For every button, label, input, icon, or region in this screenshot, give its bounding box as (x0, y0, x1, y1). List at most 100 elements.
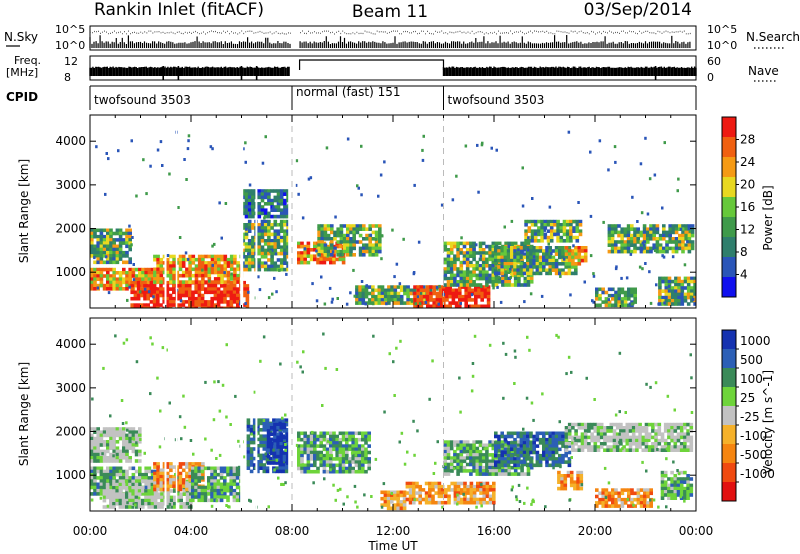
heatmap-cell (617, 293, 621, 298)
heatmap-speck (496, 285, 499, 289)
heatmap-cell (90, 459, 94, 463)
heatmap-cell (574, 252, 578, 256)
heatmap-cell (121, 505, 126, 509)
heatmap-cell (204, 306, 208, 308)
heatmap-cell (567, 463, 572, 468)
heatmap-speck (379, 173, 383, 177)
heatmap-cell (252, 440, 257, 445)
heatmap-cell (649, 224, 653, 228)
heatmap-cell (351, 431, 355, 436)
heatmap-speck (497, 275, 501, 279)
heatmap-cell (598, 287, 602, 292)
heatmap-cell (341, 431, 346, 436)
heatmap-cell (526, 431, 530, 436)
heatmap-cell (131, 472, 136, 477)
heatmap-cell (191, 293, 195, 298)
heatmap-cell (680, 279, 685, 284)
heatmap-cell (390, 506, 394, 511)
heatmap-cell (93, 488, 97, 493)
heatmap-cell (497, 267, 502, 271)
heatmap-cell (325, 469, 330, 474)
heatmap-cell (200, 293, 205, 298)
heatmap-cell (358, 285, 362, 289)
heatmap-cell (577, 246, 582, 250)
heatmap-cell (662, 227, 666, 231)
heatmap-cell (194, 257, 199, 262)
heatmap-cell (456, 469, 460, 473)
heatmap-cell (506, 463, 511, 468)
heatmap-cell (178, 296, 182, 301)
heatmap-cell (306, 248, 311, 252)
heatmap-cell (422, 285, 426, 289)
heatmap-cell (346, 246, 350, 251)
heatmap-cell (229, 273, 234, 278)
heatmap-cell (396, 503, 400, 507)
heatmap-cell (306, 434, 311, 439)
heatmap-cell (332, 257, 336, 262)
heatmap-cell (341, 450, 346, 455)
heatmap-cell (309, 450, 314, 455)
heatmap-cell (485, 472, 489, 476)
heatmap-cell (138, 452, 142, 457)
heatmap-cell (181, 303, 186, 307)
heatmap-cell (159, 474, 164, 479)
heatmap-speck (589, 150, 592, 154)
heatmap-cell (453, 276, 457, 281)
heatmap-cell (500, 271, 504, 276)
heatmap-cell (136, 280, 141, 285)
heatmap-cell (159, 280, 164, 284)
heatmap-cell (96, 449, 100, 454)
heatmap-cell (333, 233, 337, 238)
heatmap-cell (469, 273, 473, 278)
heatmap-cell (677, 292, 681, 297)
heatmap-speck (131, 236, 134, 239)
heatmap-cell (529, 276, 534, 281)
heatmap-cell (185, 484, 189, 489)
heatmap-cell (345, 469, 349, 474)
heatmap-cell (204, 303, 208, 307)
heatmap-cell (554, 434, 559, 439)
heatmap-cell (446, 453, 451, 457)
heatmap-cell (210, 287, 214, 291)
heatmap-cell (693, 302, 696, 306)
heatmap-cell (459, 469, 464, 473)
date-title: 03/Sep/2014 (584, 0, 692, 20)
heatmap-cell (358, 246, 363, 251)
heatmap-speck (360, 193, 363, 197)
heatmap-cell (182, 492, 187, 496)
heatmap-cell (207, 267, 212, 272)
heatmap-cell (488, 264, 492, 268)
heatmap-cell (374, 253, 379, 257)
heatmap-cell (197, 267, 202, 272)
heatmap-cell (172, 484, 176, 489)
heatmap-cell (446, 443, 451, 448)
heatmap-cell (458, 291, 462, 296)
heatmap-cell (270, 205, 274, 209)
heatmap-cell (583, 438, 588, 443)
heatmap-cell (335, 441, 339, 445)
heatmap-cell (236, 277, 240, 281)
heatmap-cell (99, 433, 104, 438)
heatmap-cell (125, 505, 129, 509)
heatmap-cell (141, 271, 145, 275)
heatmap-speck (126, 298, 129, 302)
heatmap-cell (348, 463, 352, 468)
heatmap-cell (146, 287, 150, 291)
heatmap-cell (138, 427, 142, 431)
heatmap-cell (105, 489, 110, 493)
heatmap-cell (532, 252, 536, 256)
heatmap-cell (106, 449, 110, 454)
heatmap-cell (655, 227, 660, 231)
heatmap-cell (535, 255, 540, 260)
heatmap-cell (485, 244, 489, 249)
heatmap-cell (96, 238, 100, 242)
heatmap-cell (424, 500, 429, 505)
heatmap-cell (270, 251, 274, 256)
heatmap-cell (569, 232, 573, 237)
heatmap-cell (223, 287, 227, 291)
heatmap-cell (297, 431, 301, 436)
heatmap-cell (527, 239, 532, 243)
heatmap-cell (144, 482, 148, 487)
heatmap-cell (472, 241, 476, 246)
heatmap-speck (105, 152, 108, 155)
